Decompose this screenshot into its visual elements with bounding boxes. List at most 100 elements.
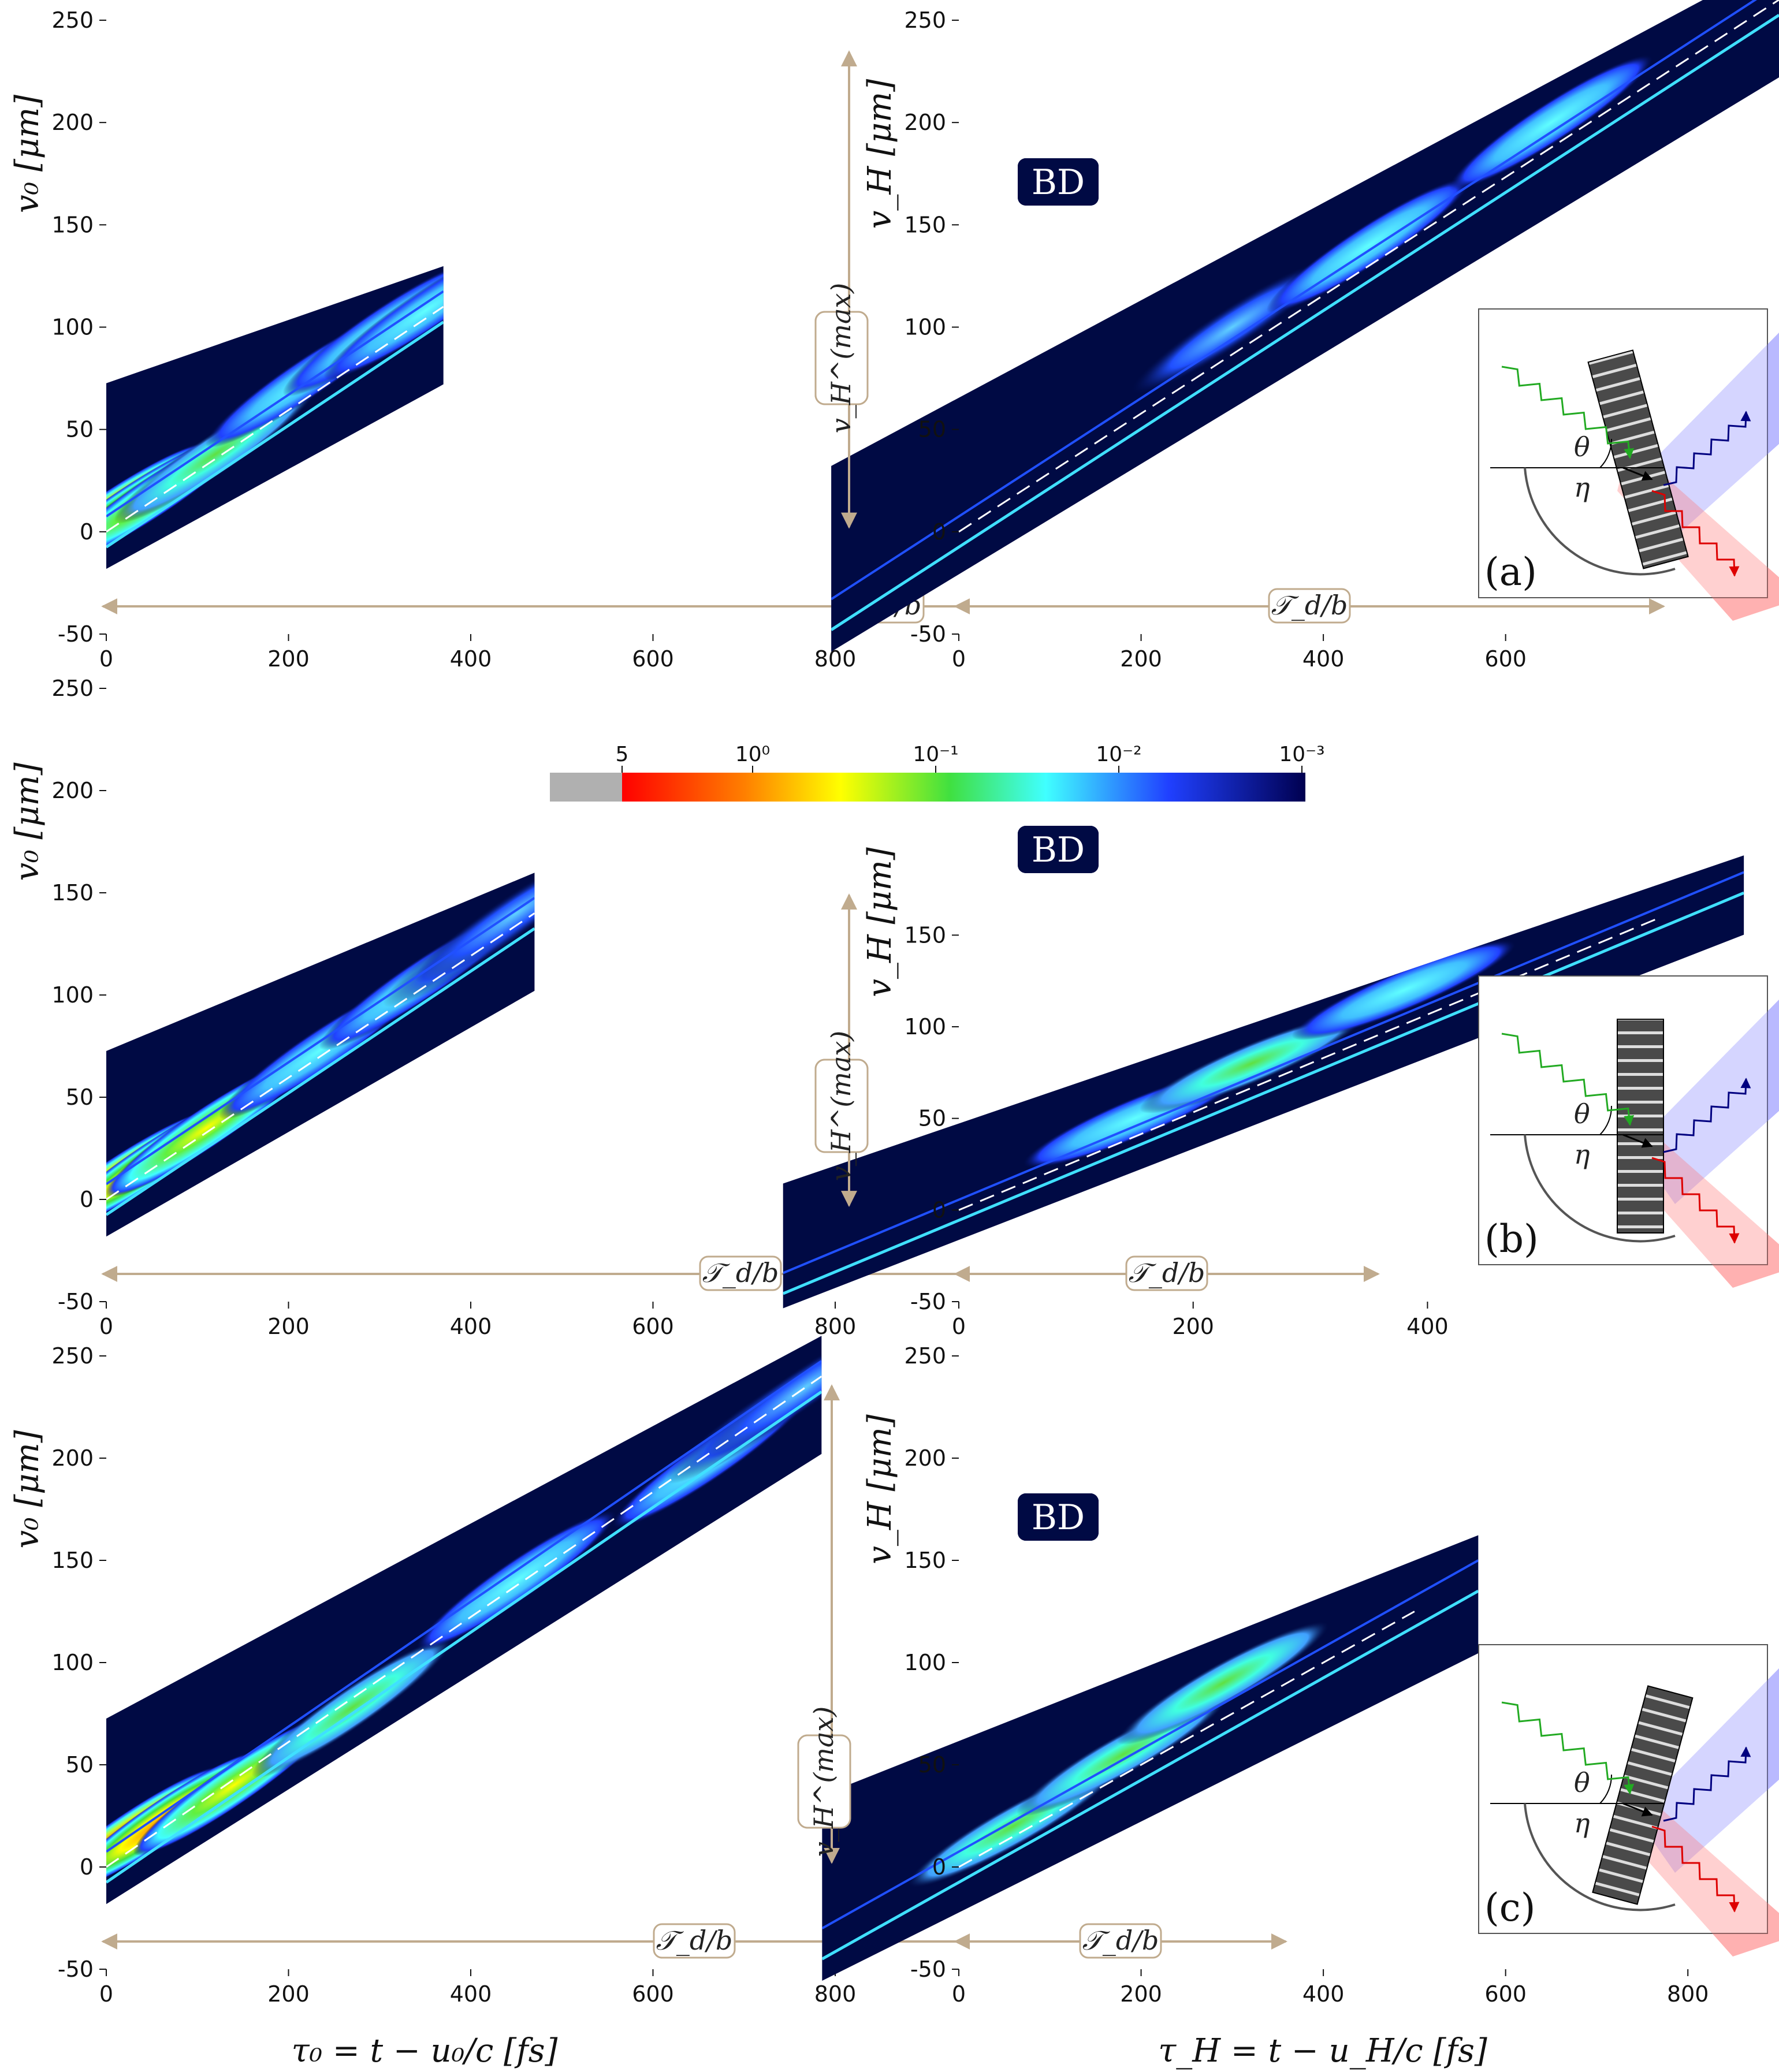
- fringe-line: [106, 1360, 822, 1853]
- x-tick-label: 600: [1484, 1981, 1527, 2007]
- blob-layer: [106, 873, 535, 1237]
- y-tick-label: 50: [66, 1085, 94, 1110]
- panel-label: (a): [1484, 550, 1537, 594]
- theta-label: θ: [1574, 1767, 1590, 1798]
- internal-ray: [1622, 1802, 1653, 1817]
- y-tick-label: 100: [904, 1014, 946, 1039]
- reflected-wave: [1651, 1157, 1740, 1244]
- y-tick-label: 250: [904, 1343, 946, 1369]
- y-tick-label: 50: [918, 1752, 946, 1777]
- heatmap-blob: [251, 1637, 453, 1778]
- transmitted-beam: [1635, 1668, 1779, 1873]
- y-tick-label: 50: [918, 1106, 946, 1131]
- internal-ray: [1622, 467, 1653, 481]
- x-axis-label: τ_H = t − u_H/c [fs]: [1158, 2032, 1487, 2070]
- y-tick-label: 150: [904, 212, 946, 237]
- bd-badge: [1018, 826, 1099, 873]
- y-tick-label: 50: [918, 417, 946, 442]
- td-over-b-box: [1268, 588, 1351, 624]
- vhmax-label: v_H^(max): [808, 1706, 839, 1857]
- y-axis-label: v₀ [μm]: [9, 1430, 46, 1548]
- bd-badge: [1018, 1493, 1099, 1541]
- x-tick-label: 400: [1406, 1314, 1449, 1339]
- diagonal-dashed-line: [958, 0, 1779, 533]
- x-tick-label: 600: [1484, 646, 1527, 672]
- theta-arc: [1599, 438, 1613, 468]
- y-axis-label: v_H [μm]: [861, 1414, 899, 1564]
- colorbar-gradient: [622, 773, 1305, 802]
- colorbar-tick-label: 5: [616, 743, 629, 766]
- internal-ray: [1622, 1134, 1653, 1148]
- x-tick-label: 400: [450, 1314, 492, 1339]
- geometry-inset: θη (c): [1478, 1644, 1779, 1957]
- td-over-b-box: [699, 1255, 782, 1291]
- diagonal-dashed-line: [106, 912, 535, 1201]
- blob-layer: [106, 1336, 822, 1905]
- x-tick-label: 400: [1302, 1981, 1345, 2007]
- heatmap-blob: [1449, 54, 1654, 191]
- panel-label: (c): [1484, 1885, 1535, 1930]
- y-tick-label: 0: [932, 1854, 946, 1880]
- y-tick-label: -50: [910, 1957, 946, 1982]
- y-tick-label: 0: [80, 1187, 94, 1212]
- heatmap-field: [783, 855, 1744, 1309]
- x-tick-label: 400: [450, 1981, 492, 2007]
- blob-layer: [783, 871, 1744, 1295]
- x-tick-label: 800: [814, 1981, 857, 2007]
- panel-label: (b): [1484, 1217, 1539, 1261]
- eta-label: η: [1574, 1139, 1590, 1170]
- blob-layer: [106, 266, 444, 569]
- heatmap-blob: [415, 1510, 617, 1652]
- fringe-line: [831, 0, 1779, 601]
- reflected-wave: [1651, 1825, 1740, 1913]
- fringe-line: [106, 290, 444, 517]
- x-tick-label: 800: [814, 646, 857, 672]
- y-axis-label: v_H [μm]: [861, 79, 899, 229]
- y-tick-label: 250: [904, 8, 946, 33]
- diagonal-dashed-line: [958, 1611, 1415, 1868]
- heatmap-blob: [1292, 940, 1517, 1041]
- x-tick-label: 0: [99, 1981, 113, 2007]
- y-tick-label: 200: [51, 1445, 94, 1471]
- incident-wave: [1501, 1033, 1635, 1126]
- heatmap-blob: [415, 873, 535, 983]
- heatmap-blob: [323, 266, 444, 381]
- y-tick-label: 200: [51, 110, 94, 135]
- y-tick-label: 250: [51, 8, 94, 33]
- x-tick-label: 200: [267, 646, 310, 672]
- td-over-b-box: [1079, 1923, 1162, 1959]
- td-over-b-label: 𝒯_d/b: [1082, 1925, 1159, 1956]
- fringe-line: [783, 871, 1744, 1274]
- x-tick-label: 600: [632, 1314, 674, 1339]
- x-tick-label: 0: [952, 646, 966, 672]
- y-tick-label: 100: [904, 315, 946, 340]
- td-over-b-label: 𝒯_d/b: [656, 1925, 733, 1956]
- heatmap-blob: [1266, 177, 1472, 314]
- x-tick-label: 800: [814, 1314, 857, 1339]
- eta-label: η: [1574, 472, 1590, 503]
- x-tick-label: 0: [952, 1314, 966, 1339]
- td-over-b-box: [1125, 1255, 1208, 1291]
- eta-arc: [1524, 467, 1676, 576]
- x-tick-label: 400: [450, 646, 492, 672]
- y-tick-label: -50: [58, 621, 94, 647]
- fringe-line: [822, 1589, 1479, 1961]
- blob-layer: [831, 0, 1779, 631]
- colorbar-tick-label: 10⁻³: [1279, 743, 1324, 766]
- theta-label: θ: [1574, 431, 1590, 463]
- td-over-b-label: 𝒯_d/b: [702, 1257, 779, 1288]
- fringe-line: [783, 891, 1744, 1295]
- x-axis-label: τ₀ = t − u₀/c [fs]: [292, 2032, 558, 2070]
- y-tick-label: 50: [66, 1752, 94, 1777]
- colorbar-gray-segment: [550, 773, 622, 802]
- y-tick-label: 100: [51, 315, 94, 340]
- vhmax-box: [814, 311, 869, 405]
- x-tick-label: 0: [952, 1981, 966, 2007]
- diagonal-dashed-line: [106, 1376, 822, 1868]
- heatmap-field: [831, 0, 1779, 652]
- y-tick-label: -50: [910, 1289, 946, 1314]
- transmitted-wave: [1663, 1746, 1751, 1822]
- x-tick-label: 0: [99, 1314, 113, 1339]
